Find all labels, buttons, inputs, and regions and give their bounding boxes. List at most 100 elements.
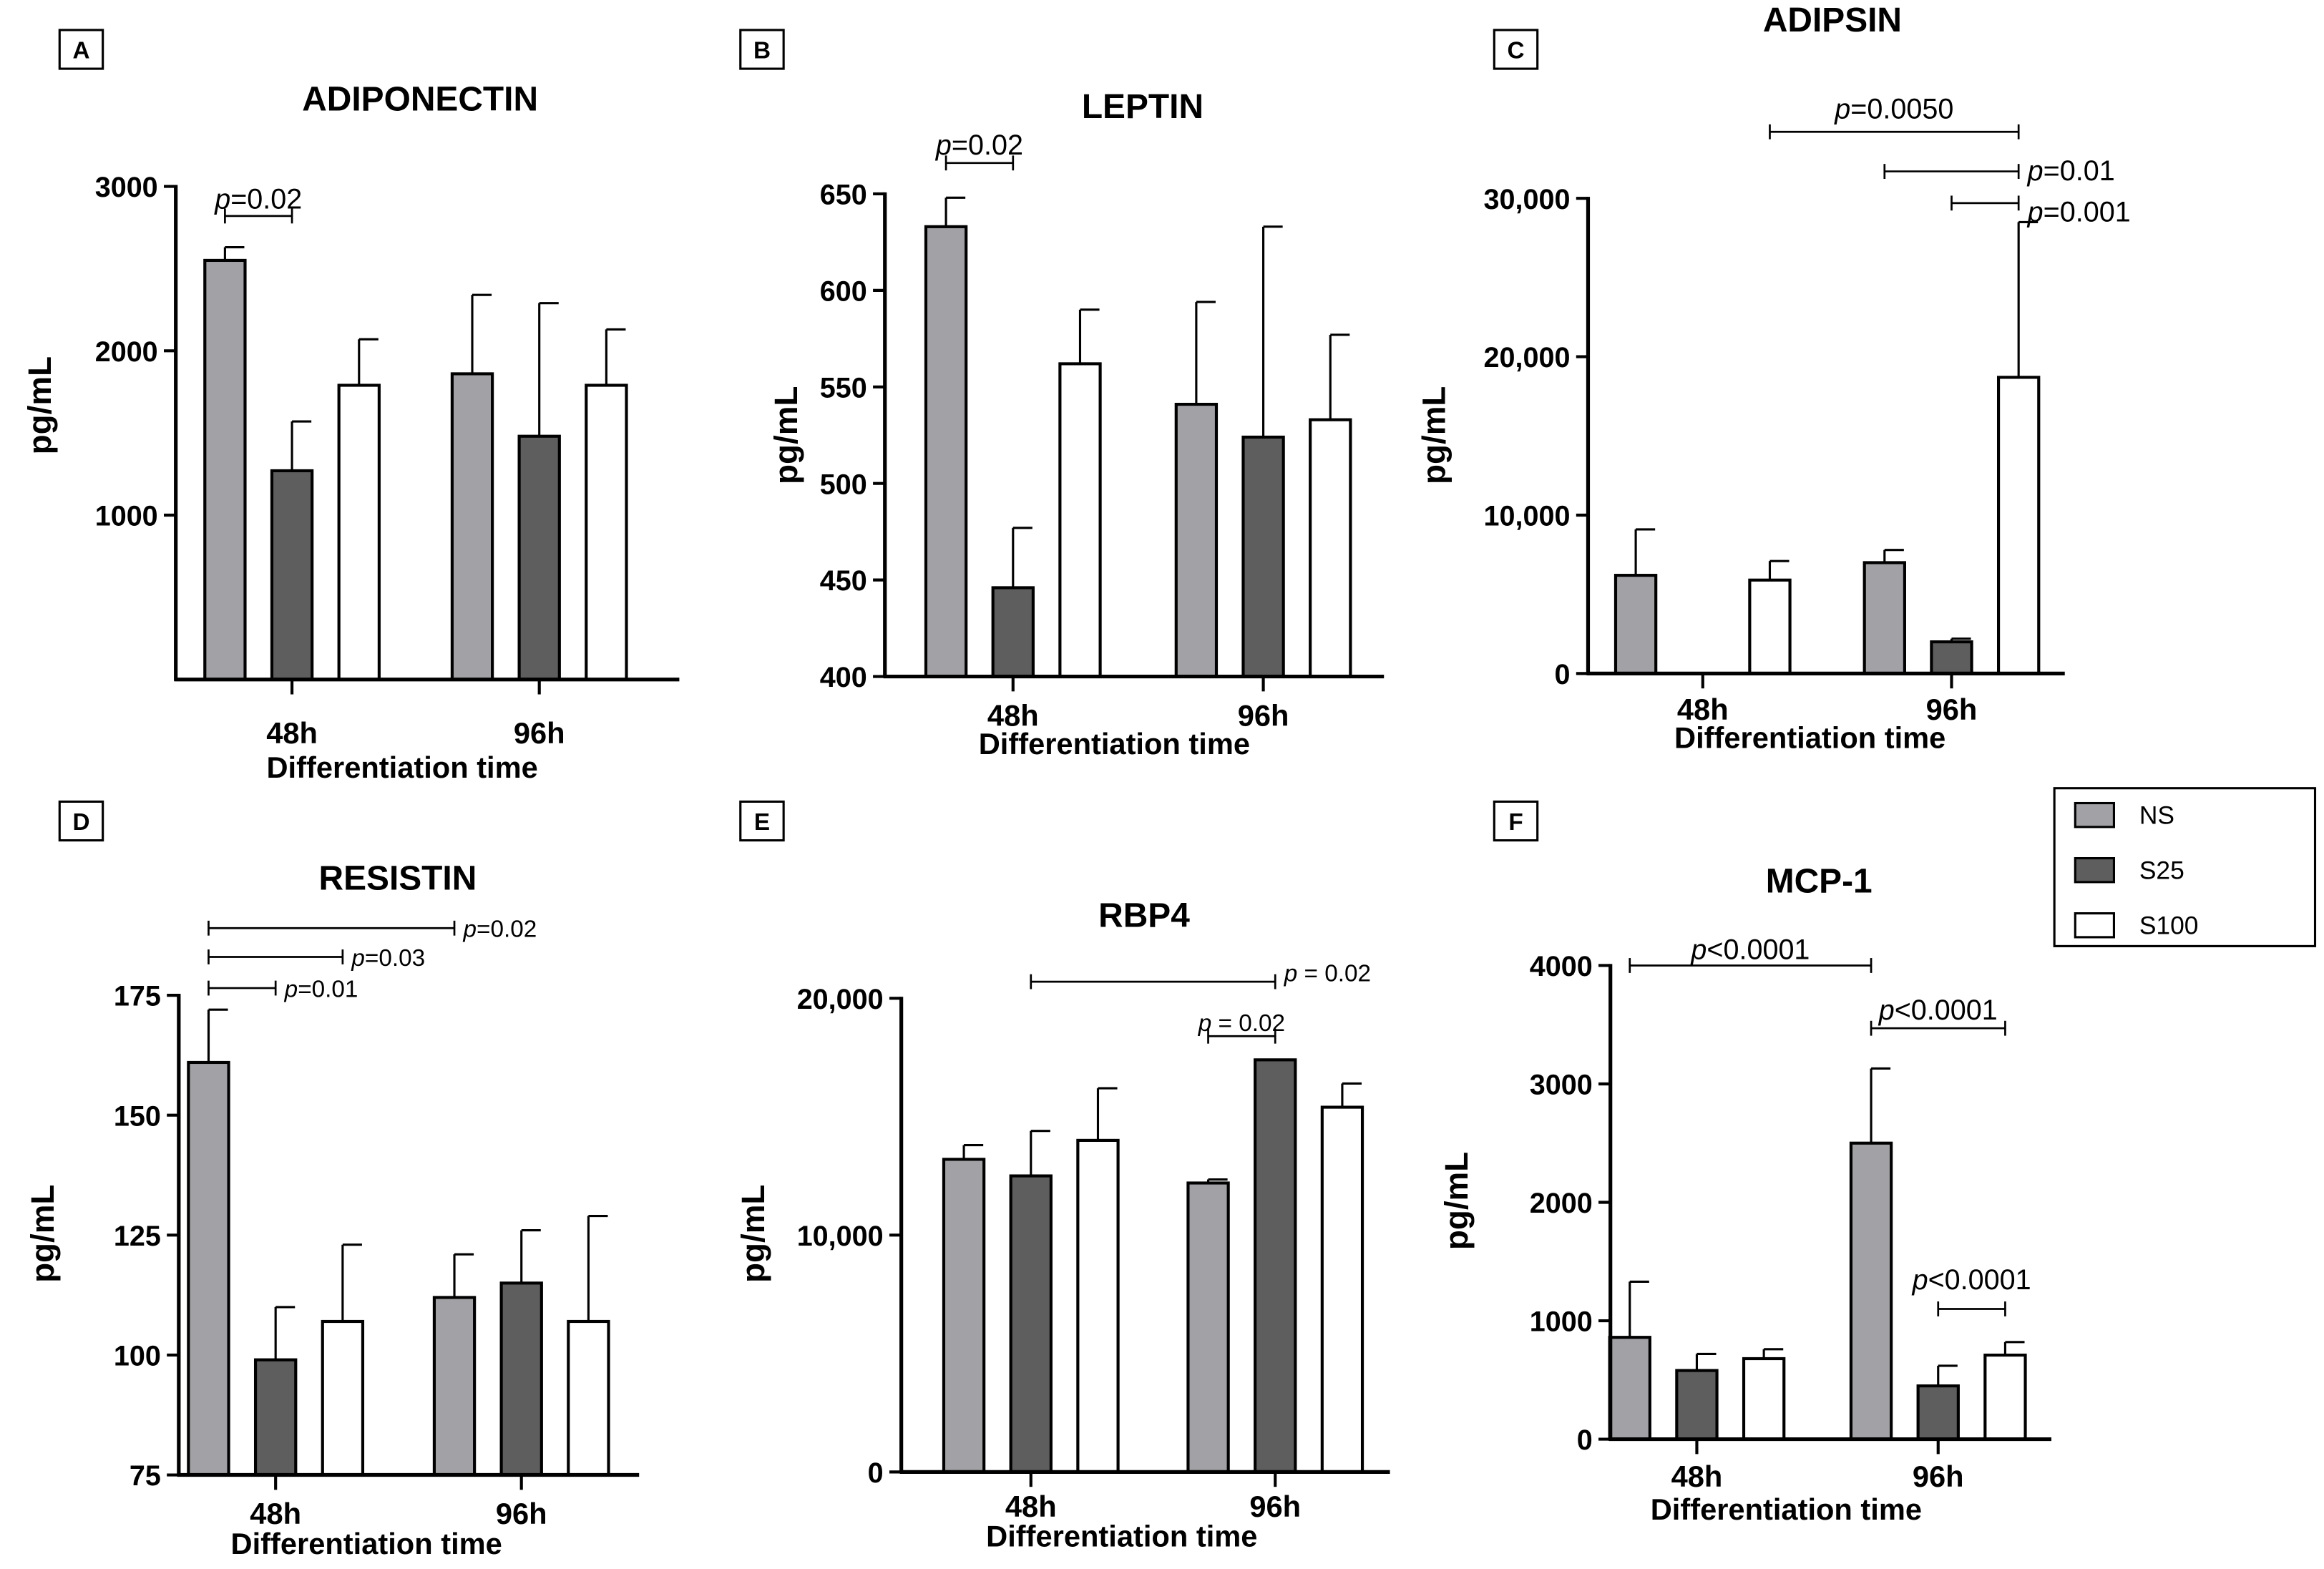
chart-title-c: ADIPSIN <box>1763 1 1902 39</box>
y-tick-label-d-4: 175 <box>114 981 161 1012</box>
x-tick-label-d-1: 96h <box>496 1497 547 1530</box>
y-axis-label-d: pg/mL <box>24 1185 61 1283</box>
bar-a-s25-48h <box>270 469 314 681</box>
y-tick-label-c-3: 30,000 <box>1484 184 1571 215</box>
bar-a-s25-96h <box>517 434 561 681</box>
x-tick-label-c-0: 48h <box>1677 693 1729 726</box>
y-tick-label-f-3: 3000 <box>1530 1070 1593 1101</box>
bar-f-s25-96h <box>1916 1384 1960 1441</box>
bar-f-s25-48h <box>1675 1369 1719 1441</box>
y-axis-label-a: pg/mL <box>21 356 58 454</box>
bar-c-ns-96h <box>1862 561 1906 675</box>
panel-f: F MCP-1 pg/mL 0 1000 2000 3000 4000 48h 96hDiffer… <box>1438 800 2051 1526</box>
panel-letter-box-c <box>1493 29 1539 70</box>
bar-d-s25-96h <box>499 1281 543 1477</box>
x-axis-label-e: Differentiation time <box>986 1519 1257 1553</box>
p-value-label-f-0: p<0.0001 <box>1690 934 1810 965</box>
x-axis-label-f: Differentiation time <box>1651 1492 1922 1526</box>
x-axis-label-b: Differentiation time <box>979 727 1250 761</box>
chart-title-f: MCP-1 <box>1766 862 1873 900</box>
x-tick-label-e-0: 48h <box>1005 1490 1057 1523</box>
panel-c: C ADIPSIN pg/mL 0 10,000 20,000 30,000 48h 96hDi… <box>1416 1 2131 754</box>
bar-d-ns-48h <box>187 1060 230 1477</box>
legend-label-ns: NS <box>2139 802 2174 830</box>
y-tick-label-f-2: 2000 <box>1530 1188 1593 1219</box>
bar-e-s25-96h <box>1254 1058 1297 1474</box>
panel-letter-box-f <box>1493 800 1539 842</box>
x-tick-label-b-0: 48h <box>987 698 1039 732</box>
bar-a-s100-96h <box>585 383 628 681</box>
bar-f-ns-48h <box>1608 1336 1651 1441</box>
y-tick-label-b-2: 500 <box>820 469 867 500</box>
panel-b: B LEPTIN pg/mL 400 450 500 550 600 650 48h 96hDiff… <box>739 29 1385 761</box>
bar-a-s100-48h <box>337 383 381 681</box>
legend-swatch-s100 <box>2074 912 2115 939</box>
chart-title-d: RESISTIN <box>319 859 477 897</box>
panel-letter-d: D <box>72 809 89 836</box>
bar-b-s100-96h <box>1309 418 1352 678</box>
panel-a: A ADIPONECTIN pg/mL 1000 2000 3000 48h 96hDiffe… <box>21 29 680 784</box>
panel-d: D RESISTIN pg/mL 75 100 125 150 175 48h 96hDiffer… <box>24 800 640 1560</box>
x-tick-label-f-0: 48h <box>1671 1460 1723 1493</box>
chart-title-a: ADIPONECTIN <box>302 80 538 118</box>
p-value-label-e-0: p = 0.02 <box>1284 960 1371 987</box>
bar-e-s25-48h <box>1009 1174 1053 1474</box>
bar-a-ns-96h <box>450 372 494 681</box>
y-axis-label-b: pg/mL <box>768 386 804 484</box>
x-tick-label-f-1: 96h <box>1913 1460 1964 1493</box>
y-tick-label-d-2: 125 <box>114 1221 161 1252</box>
p-value-label-f-1: p<0.0001 <box>1878 994 1998 1026</box>
bar-b-ns-96h <box>1174 403 1219 678</box>
y-tick-label-b-5: 650 <box>820 180 867 211</box>
panel-letter-box-d <box>58 800 104 842</box>
legend-swatch-ns <box>2074 801 2115 829</box>
y-tick-label-d-1: 100 <box>114 1341 161 1372</box>
bar-e-ns-96h <box>1186 1181 1230 1474</box>
bar-f-ns-96h <box>1849 1141 1893 1441</box>
panel-e: E RBP4 pg/mL 0 10,000 20,000 48h 96hDifferentia… <box>735 800 1390 1553</box>
y-tick-label-e-2: 20,000 <box>797 984 884 1015</box>
p-value-label-d-0: p=0.02 <box>463 917 537 943</box>
y-tick-label-b-3: 550 <box>820 372 867 404</box>
bar-c-s100-48h <box>1748 578 1792 675</box>
y-tick-label-c-0: 0 <box>1554 659 1570 690</box>
p-value-label-a-0: p=0.02 <box>214 183 302 215</box>
p-value-label-b-0: p=0.02 <box>935 129 1023 161</box>
y-axis-label-e: pg/mL <box>735 1185 771 1283</box>
bar-b-ns-48h <box>924 225 968 678</box>
y-tick-label-b-4: 600 <box>820 275 867 307</box>
bar-a-ns-48h <box>203 258 247 681</box>
y-tick-label-a-0: 1000 <box>95 501 158 532</box>
bar-e-ns-48h <box>942 1158 986 1474</box>
bar-d-s100-48h <box>321 1319 365 1477</box>
x-tick-label-a-0: 48h <box>266 716 318 750</box>
legend-label-s25: S25 <box>2139 857 2184 885</box>
panel-letter-f: F <box>1508 809 1523 836</box>
chart-title-b: LEPTIN <box>1082 88 1204 126</box>
x-axis-label-c: Differentiation time <box>1674 720 1945 754</box>
p-value-label-c-2: p=0.001 <box>2027 197 2131 228</box>
panel-letter-c: C <box>1507 37 1524 64</box>
x-axis-label-a: Differentiation time <box>267 751 538 784</box>
p-value-label-d-2: p=0.01 <box>284 977 358 1003</box>
y-axis-label-f: pg/mL <box>1438 1152 1475 1250</box>
p-value-label-c-1: p=0.01 <box>2027 155 2115 187</box>
chart-title-e: RBP4 <box>1098 896 1190 934</box>
panel-letter-a: A <box>72 37 89 64</box>
x-axis-label-d: Differentiation time <box>231 1527 502 1560</box>
panel-letter-b: B <box>753 37 771 64</box>
bar-c-s100-96h <box>1996 376 2041 675</box>
bar-b-s100-48h <box>1058 362 1102 678</box>
legend: NS S25 S100 <box>2053 787 2317 947</box>
panel-letter-e: E <box>754 809 770 836</box>
legend-swatch-s25 <box>2074 857 2115 884</box>
bar-d-ns-96h <box>432 1296 477 1477</box>
y-tick-label-a-2: 3000 <box>95 172 158 203</box>
p-value-label-f-2: p<0.0001 <box>1912 1264 2031 1296</box>
y-tick-label-b-0: 400 <box>820 662 867 693</box>
legend-label-s100: S100 <box>2139 912 2199 940</box>
panel-letter-box-a <box>58 29 104 70</box>
y-tick-label-f-0: 0 <box>1577 1424 1593 1456</box>
panel-letter-box-b <box>739 29 785 70</box>
